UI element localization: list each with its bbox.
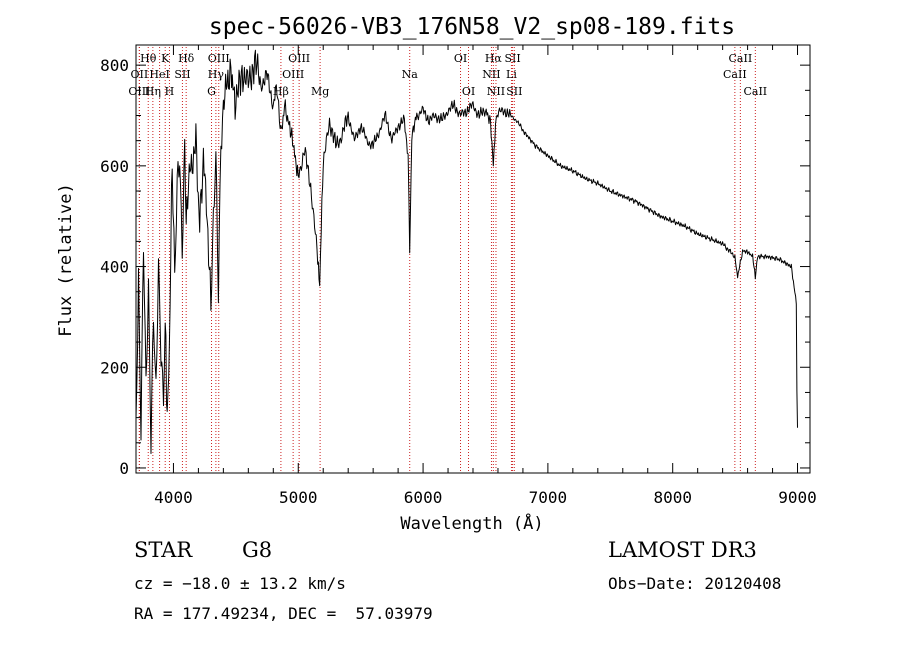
spectral-line-label: NII — [482, 68, 500, 81]
y-axis-label: Flux (relative) — [56, 183, 76, 337]
spectral-line-label: Hθ — [140, 52, 157, 65]
plot-frame — [135, 44, 811, 474]
spectral-line-label: OI — [462, 85, 475, 98]
spectral-line-label: SII — [506, 85, 522, 98]
spectrum-line — [135, 49, 798, 454]
spectral-line-label: HeI — [149, 68, 169, 81]
spectral-line-label: OIII — [208, 52, 230, 65]
spectral-line-label: CaII — [723, 68, 747, 81]
spectral-line-label: Hδ — [178, 52, 195, 65]
object-subclass: G8 — [242, 538, 273, 562]
spectral-line-label: Hη — [145, 85, 161, 98]
x-axis-label: Wavelength (Å) — [400, 512, 543, 534]
obs-date-text: Obs−Date: 20120408 — [608, 574, 782, 593]
spectral-line-label: G — [207, 85, 216, 98]
spectral-line-label: CaII — [743, 85, 767, 98]
x-tick-label: 8000 — [653, 488, 692, 507]
spectral-line-label: SII — [174, 68, 190, 81]
spectral-line-label: H — [165, 85, 175, 98]
coordinates-text: RA = 177.49234, DEC = 57.03979 — [134, 604, 433, 623]
spectral-line-label: Mg — [311, 85, 329, 98]
x-tick-label: 9000 — [778, 488, 817, 507]
x-tick-label: 7000 — [529, 488, 568, 507]
spectral-line-label: OIII — [282, 68, 304, 81]
spectral-line-label: CaII — [729, 52, 753, 65]
redshift-text: cz = −18.0 ± 13.2 km/s — [134, 574, 346, 593]
spectral-line-label: OIII — [128, 85, 150, 98]
x-tick-label: 6000 — [404, 488, 443, 507]
y-tick-label: 0 — [119, 459, 129, 478]
object-class: STAR — [134, 538, 193, 562]
y-tick-label: 200 — [100, 358, 129, 377]
x-tick-label: 4000 — [154, 488, 193, 507]
axis-ticks: 4000 5000 6000 7000 8000 9000 0 200 400 600 800 — [100, 45, 817, 507]
spectral-line-label: SII — [504, 52, 520, 65]
spectral-line-label: OI — [454, 52, 467, 65]
y-tick-label: 400 — [100, 258, 129, 277]
x-tick-label: 5000 — [279, 488, 318, 507]
y-tick-label: 600 — [100, 157, 129, 176]
y-tick-label: 800 — [100, 56, 129, 75]
series-layer — [135, 49, 798, 454]
spectral-line-label: NII — [487, 85, 505, 98]
chart-title: spec-56026-VB3_176N58_V2_sp08-189.fits — [209, 14, 735, 40]
survey-label: LAMOST DR3 — [608, 538, 757, 562]
spectral-line-label: Na — [402, 68, 419, 81]
spectral-line-label: OIII — [288, 52, 310, 65]
spectral-line-label: K — [161, 52, 170, 65]
spectral-line-label: Hγ — [208, 68, 225, 81]
spectral-line-label: Hα — [485, 52, 503, 65]
spectral-line-label: Li — [506, 68, 517, 81]
